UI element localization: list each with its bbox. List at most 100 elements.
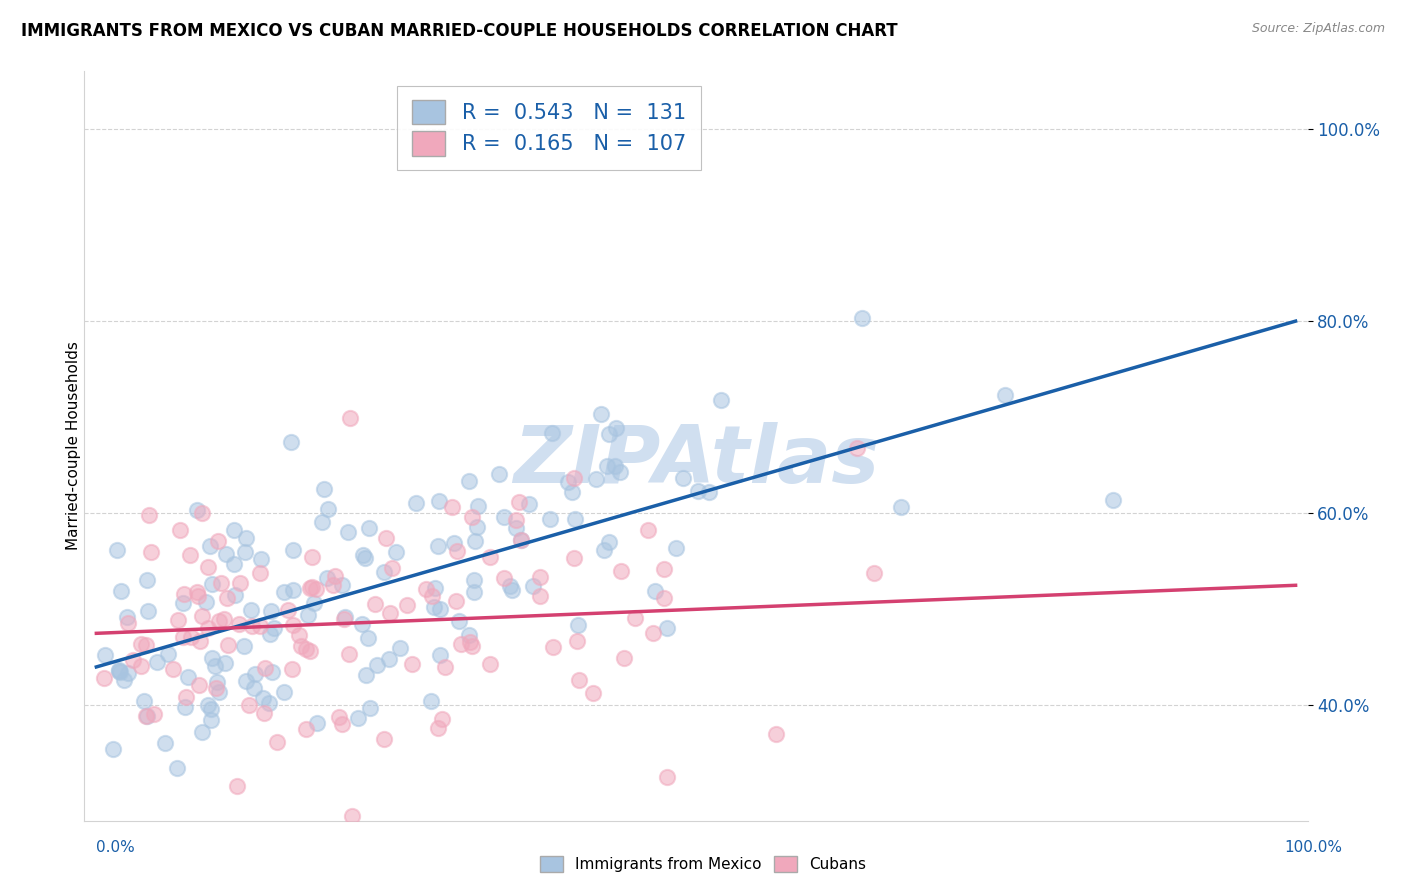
Point: [139, 545, 162, 559]
Point: [605, 458, 627, 473]
Point: [105, 542, 128, 557]
Point: [415, 582, 437, 596]
Point: [463, 574, 485, 588]
Point: [108, 663, 131, 677]
Point: [209, 576, 232, 591]
Point: [443, 536, 465, 550]
Point: [366, 658, 388, 673]
Point: [131, 637, 153, 651]
Point: [191, 609, 214, 624]
Point: [311, 516, 333, 530]
Point: [710, 392, 733, 407]
Text: IMMIGRANTS FROM MEXICO VS CUBAN MARRIED-COUPLE HOUSEHOLDS CORRELATION CHART: IMMIGRANTS FROM MEXICO VS CUBAN MARRIED-…: [21, 22, 897, 40]
Point: [467, 499, 489, 513]
Point: [567, 618, 589, 632]
Point: [423, 599, 446, 614]
Point: [479, 657, 502, 672]
Point: [339, 411, 361, 425]
Point: [172, 630, 194, 644]
Point: [235, 531, 257, 545]
Point: [169, 523, 191, 537]
Point: [598, 427, 620, 442]
Point: [302, 596, 325, 610]
Point: [112, 673, 135, 687]
Point: [233, 639, 256, 653]
Point: [352, 617, 374, 632]
Point: [517, 497, 540, 511]
Point: [613, 650, 636, 665]
Point: [479, 549, 502, 564]
Point: [434, 660, 457, 674]
Point: [592, 542, 614, 557]
Legend: R =  0.543   N =  131, R =  0.165   N =  107: R = 0.543 N = 131, R = 0.165 N = 107: [398, 86, 702, 170]
Point: [457, 474, 479, 488]
Point: [297, 607, 319, 622]
Point: [136, 604, 159, 618]
Point: [180, 630, 202, 644]
Point: [461, 510, 484, 524]
Point: [494, 571, 516, 585]
Point: [427, 721, 450, 735]
Point: [460, 634, 482, 648]
Point: [146, 655, 169, 669]
Point: [298, 643, 321, 657]
Point: [562, 550, 585, 565]
Point: [197, 621, 219, 635]
Point: [298, 581, 321, 595]
Point: [208, 684, 231, 698]
Point: [235, 674, 257, 689]
Point: [377, 652, 399, 666]
Point: [994, 388, 1017, 402]
Point: [94, 648, 117, 662]
Point: [373, 565, 395, 579]
Point: [509, 533, 531, 547]
Point: [359, 700, 381, 714]
Point: [405, 496, 427, 510]
Point: [641, 626, 664, 640]
Point: [605, 421, 627, 435]
Point: [381, 561, 404, 575]
Point: [107, 665, 129, 679]
Point: [429, 602, 451, 616]
Point: [396, 599, 419, 613]
Point: [380, 606, 402, 620]
Point: [505, 521, 527, 535]
Point: [200, 714, 222, 728]
Point: [208, 615, 231, 629]
Point: [488, 467, 510, 482]
Point: [765, 726, 787, 740]
Point: [283, 542, 305, 557]
Point: [281, 662, 304, 676]
Point: [290, 639, 312, 653]
Point: [529, 570, 551, 584]
Point: [277, 603, 299, 617]
Point: [652, 591, 675, 605]
Point: [357, 631, 380, 645]
Point: [240, 603, 263, 617]
Point: [624, 610, 647, 624]
Point: [204, 659, 226, 673]
Point: [301, 580, 323, 594]
Point: [108, 665, 131, 680]
Point: [465, 520, 488, 534]
Point: [541, 640, 564, 655]
Point: [342, 809, 364, 823]
Point: [281, 618, 304, 632]
Point: [166, 613, 188, 627]
Point: [450, 637, 472, 651]
Y-axis label: Married-couple Households: Married-couple Households: [66, 342, 80, 550]
Point: [179, 548, 201, 562]
Point: [249, 566, 271, 581]
Point: [585, 472, 607, 486]
Point: [582, 686, 605, 700]
Point: [190, 633, 212, 648]
Point: [295, 641, 318, 656]
Point: [354, 551, 377, 566]
Point: [233, 545, 256, 559]
Point: [863, 566, 886, 580]
Point: [851, 311, 873, 326]
Point: [243, 681, 266, 695]
Point: [508, 495, 530, 509]
Point: [564, 511, 586, 525]
Point: [333, 610, 356, 624]
